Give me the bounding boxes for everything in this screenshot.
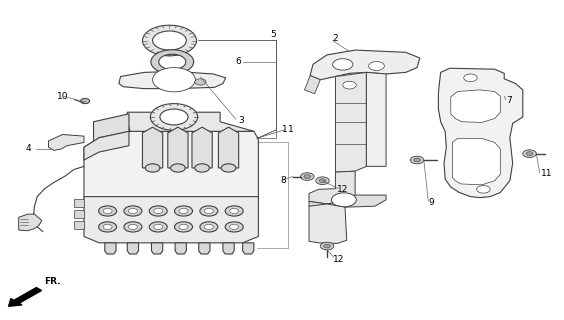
Circle shape xyxy=(149,206,168,216)
Circle shape xyxy=(99,206,117,216)
Circle shape xyxy=(204,208,213,213)
Text: 4: 4 xyxy=(26,144,32,153)
Polygon shape xyxy=(74,210,84,218)
Circle shape xyxy=(153,68,195,92)
Text: 3: 3 xyxy=(238,116,244,125)
Circle shape xyxy=(103,208,112,213)
Polygon shape xyxy=(367,72,386,166)
Polygon shape xyxy=(105,243,116,254)
Polygon shape xyxy=(243,243,254,254)
Polygon shape xyxy=(143,127,163,168)
Circle shape xyxy=(304,175,311,179)
Polygon shape xyxy=(19,214,42,231)
Circle shape xyxy=(477,186,490,193)
Circle shape xyxy=(129,224,138,229)
Circle shape xyxy=(316,177,329,185)
Text: 6: 6 xyxy=(236,57,241,66)
Polygon shape xyxy=(438,68,523,197)
Text: FR.: FR. xyxy=(45,277,61,286)
Circle shape xyxy=(526,152,533,156)
Circle shape xyxy=(154,208,163,213)
Circle shape xyxy=(464,74,477,82)
Text: 7: 7 xyxy=(506,96,512,105)
Polygon shape xyxy=(309,171,355,204)
Circle shape xyxy=(179,224,188,229)
Circle shape xyxy=(369,61,385,70)
Text: 10: 10 xyxy=(57,92,68,101)
Circle shape xyxy=(301,173,314,180)
Text: 9: 9 xyxy=(428,197,434,206)
Circle shape xyxy=(174,206,192,216)
Circle shape xyxy=(523,150,536,157)
Circle shape xyxy=(200,222,218,232)
Circle shape xyxy=(129,208,138,213)
Polygon shape xyxy=(310,50,420,80)
Polygon shape xyxy=(84,131,129,160)
Circle shape xyxy=(343,81,356,89)
Polygon shape xyxy=(152,243,163,254)
Text: 11: 11 xyxy=(541,169,552,178)
Circle shape xyxy=(225,206,243,216)
Polygon shape xyxy=(218,127,239,168)
Polygon shape xyxy=(452,138,500,185)
Polygon shape xyxy=(223,243,234,254)
Polygon shape xyxy=(336,72,367,172)
Circle shape xyxy=(204,224,213,229)
Text: 8: 8 xyxy=(281,176,287,185)
Text: 5: 5 xyxy=(271,30,276,39)
Polygon shape xyxy=(127,112,254,131)
Circle shape xyxy=(179,208,188,213)
Polygon shape xyxy=(451,90,500,123)
Circle shape xyxy=(170,164,185,172)
Circle shape xyxy=(103,224,112,229)
Text: 1: 1 xyxy=(282,125,288,134)
Polygon shape xyxy=(74,221,84,229)
Circle shape xyxy=(195,164,209,172)
FancyArrow shape xyxy=(8,288,42,306)
Polygon shape xyxy=(74,199,84,207)
Circle shape xyxy=(174,222,192,232)
Polygon shape xyxy=(175,243,186,254)
Text: 12: 12 xyxy=(337,185,349,194)
Circle shape xyxy=(154,224,163,229)
Circle shape xyxy=(200,206,218,216)
Circle shape xyxy=(230,224,239,229)
Circle shape xyxy=(99,222,117,232)
Polygon shape xyxy=(192,127,212,168)
Polygon shape xyxy=(127,243,139,254)
Circle shape xyxy=(410,156,424,164)
Circle shape xyxy=(149,222,168,232)
Circle shape xyxy=(221,164,236,172)
Circle shape xyxy=(143,25,196,56)
Polygon shape xyxy=(305,76,320,94)
Text: 2: 2 xyxy=(333,35,338,44)
Circle shape xyxy=(146,164,160,172)
Polygon shape xyxy=(49,134,84,150)
Circle shape xyxy=(332,193,356,207)
Circle shape xyxy=(151,104,197,130)
Text: 12: 12 xyxy=(333,255,344,264)
Circle shape xyxy=(153,31,186,50)
Polygon shape xyxy=(309,195,386,207)
Polygon shape xyxy=(94,114,130,142)
Polygon shape xyxy=(84,197,258,243)
Circle shape xyxy=(230,208,239,213)
Circle shape xyxy=(320,242,334,250)
Circle shape xyxy=(324,244,331,248)
Polygon shape xyxy=(199,243,210,254)
Polygon shape xyxy=(168,127,188,168)
Polygon shape xyxy=(84,131,258,198)
Polygon shape xyxy=(309,204,347,244)
Circle shape xyxy=(333,59,353,70)
Circle shape xyxy=(225,222,243,232)
Polygon shape xyxy=(119,71,226,89)
Text: 1: 1 xyxy=(288,125,293,134)
Circle shape xyxy=(195,79,206,85)
Circle shape xyxy=(160,109,188,125)
Circle shape xyxy=(81,99,90,104)
Circle shape xyxy=(319,179,326,183)
Circle shape xyxy=(413,158,420,162)
Circle shape xyxy=(124,206,142,216)
Circle shape xyxy=(124,222,142,232)
